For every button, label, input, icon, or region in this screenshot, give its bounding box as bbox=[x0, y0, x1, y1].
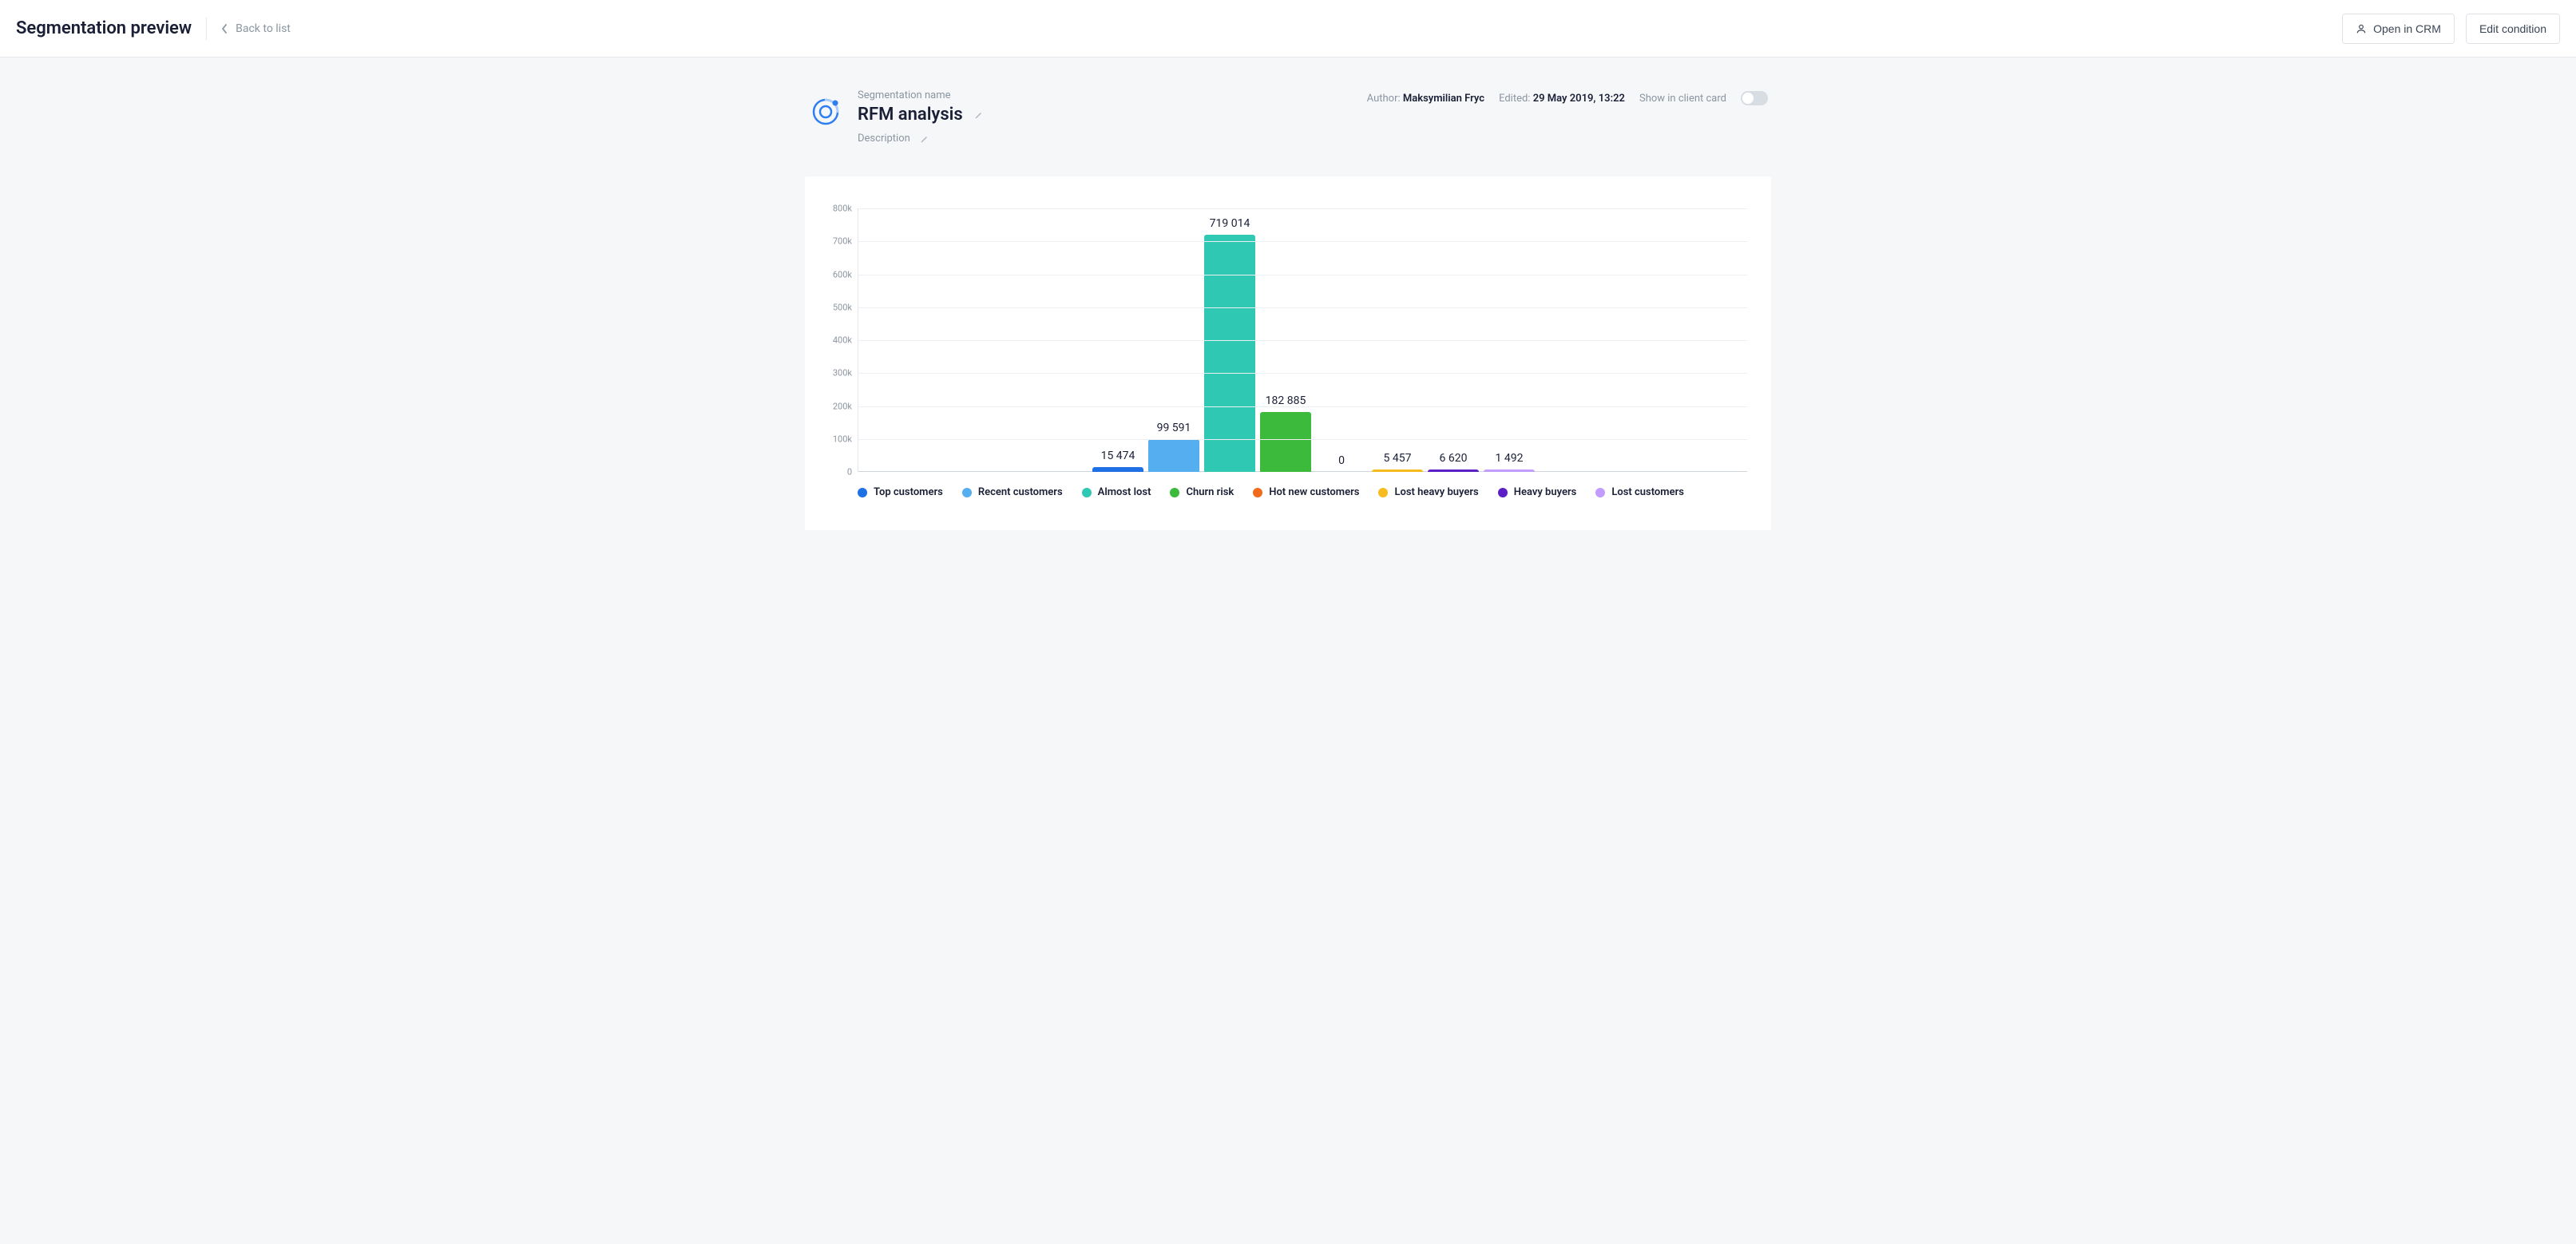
edit-name-icon[interactable] bbox=[974, 110, 984, 120]
author-kv: Author: Maksymilian Fryc bbox=[1367, 93, 1484, 105]
bar-value-label: 5 457 bbox=[1384, 452, 1412, 465]
y-tick-label: 800k bbox=[833, 204, 858, 214]
back-to-list-link[interactable]: Back to list bbox=[221, 22, 291, 35]
legend-label: Top customers bbox=[874, 486, 943, 498]
bar-value-label: 182 885 bbox=[1266, 394, 1306, 407]
chart-gridline bbox=[858, 208, 1747, 209]
chevron-left-icon bbox=[221, 24, 228, 34]
y-tick-label: 400k bbox=[833, 335, 858, 346]
author-value: Maksymilian Fryc bbox=[1403, 93, 1484, 105]
bar-col: 1 492 bbox=[1481, 452, 1537, 472]
chart-plot: 15 474 99 591 719 014 182 885 0 5 457 6 620 1 4… bbox=[858, 208, 1747, 472]
back-to-list-label: Back to list bbox=[236, 22, 291, 35]
edit-condition-label: Edit condition bbox=[2479, 22, 2546, 35]
bar[interactable] bbox=[1428, 469, 1479, 472]
legend-dot-icon bbox=[858, 488, 867, 497]
bar[interactable] bbox=[1092, 467, 1143, 472]
legend-dot-icon bbox=[1378, 488, 1388, 497]
edited-kv: Edited: 29 May 2019, 13:22 bbox=[1499, 93, 1625, 105]
segmentation-name-label: Segmentation name bbox=[858, 89, 984, 101]
legend-dot-icon bbox=[962, 488, 972, 497]
chart-gridline bbox=[858, 439, 1747, 440]
bar-value-label: 99 591 bbox=[1157, 422, 1191, 434]
topbar: Segmentation preview Back to list Open i… bbox=[0, 0, 2576, 57]
bar-value-label: 6 620 bbox=[1440, 452, 1468, 465]
bar[interactable] bbox=[1260, 412, 1311, 472]
legend-dot-icon bbox=[1082, 488, 1092, 497]
open-in-crm-label: Open in CRM bbox=[2373, 22, 2441, 35]
y-tick-label: 0 bbox=[847, 467, 858, 477]
legend-item[interactable]: Hot new customers bbox=[1253, 486, 1359, 498]
bar[interactable] bbox=[1372, 469, 1423, 472]
legend-item[interactable]: Recent customers bbox=[962, 486, 1063, 498]
bar-col: 0 bbox=[1314, 454, 1369, 472]
legend-label: Lost heavy buyers bbox=[1394, 486, 1478, 498]
chart-gridline bbox=[858, 340, 1747, 341]
y-tick-label: 600k bbox=[833, 269, 858, 279]
legend-item[interactable]: Heavy buyers bbox=[1498, 486, 1577, 498]
edit-condition-button[interactable]: Edit condition bbox=[2466, 14, 2560, 44]
legend-dot-icon bbox=[1498, 488, 1508, 497]
chart-legend: Top customers Recent customers Almost lost… bbox=[858, 486, 1747, 498]
bar-value-label: 1 492 bbox=[1496, 452, 1524, 465]
chart-gridline bbox=[858, 241, 1747, 242]
bar-value-label: 719 014 bbox=[1210, 217, 1250, 230]
bar-col: 6 620 bbox=[1425, 452, 1481, 472]
legend-dot-icon bbox=[1170, 488, 1179, 497]
legend-item[interactable]: Almost lost bbox=[1082, 486, 1151, 498]
legend-dot-icon bbox=[1253, 488, 1262, 497]
topbar-right: Open in CRM Edit condition bbox=[2342, 14, 2560, 44]
y-tick-label: 200k bbox=[833, 401, 858, 411]
legend-item[interactable]: Churn risk bbox=[1170, 486, 1234, 498]
toggle-knob bbox=[1742, 93, 1754, 104]
y-tick-label: 500k bbox=[833, 302, 858, 312]
chart-gridline bbox=[858, 373, 1747, 374]
show-in-card-toggle[interactable] bbox=[1741, 91, 1768, 105]
chart-card: 15 474 99 591 719 014 182 885 0 5 457 6 620 1 4… bbox=[805, 176, 1771, 530]
page-title: Segmentation preview bbox=[16, 18, 192, 38]
segmentation-name: RFM analysis bbox=[858, 105, 963, 125]
bar[interactable] bbox=[1484, 469, 1535, 472]
segmentation-meta: Segmentation name RFM analysis Descripti… bbox=[858, 89, 984, 145]
bar-value-label: 15 474 bbox=[1101, 450, 1135, 462]
legend-label: Lost customers bbox=[1611, 486, 1684, 498]
legend-item[interactable]: Top customers bbox=[858, 486, 943, 498]
author-label: Author: bbox=[1367, 93, 1401, 105]
bar[interactable] bbox=[1148, 439, 1199, 472]
bar-col: 719 014 bbox=[1202, 217, 1258, 472]
chart-gridline bbox=[858, 307, 1747, 308]
divider bbox=[206, 18, 207, 40]
legend-dot-icon bbox=[1595, 488, 1605, 497]
chart-gridline bbox=[858, 406, 1747, 407]
legend-label: Churn risk bbox=[1186, 486, 1234, 498]
segmentation-description-label: Description bbox=[858, 133, 910, 145]
bar-col: 15 474 bbox=[1090, 450, 1146, 472]
bar-value-label: 0 bbox=[1338, 454, 1345, 467]
y-tick-label: 700k bbox=[833, 236, 858, 247]
segmentation-target-icon bbox=[810, 96, 842, 128]
bar[interactable] bbox=[1204, 235, 1255, 472]
legend-label: Recent customers bbox=[978, 486, 1063, 498]
legend-item[interactable]: Lost customers bbox=[1595, 486, 1684, 498]
content: Segmentation name RFM analysis Descripti… bbox=[805, 57, 1771, 562]
open-in-crm-button[interactable]: Open in CRM bbox=[2342, 14, 2455, 44]
segmentation-header: Segmentation name RFM analysis Descripti… bbox=[805, 89, 1771, 145]
y-tick-label: 100k bbox=[833, 434, 858, 444]
bar-col: 5 457 bbox=[1369, 452, 1425, 472]
chart-wrap: 15 474 99 591 719 014 182 885 0 5 457 6 620 1 4… bbox=[829, 208, 1747, 498]
legend-item[interactable]: Lost heavy buyers bbox=[1378, 486, 1478, 498]
legend-label: Heavy buyers bbox=[1514, 486, 1577, 498]
y-tick-label: 300k bbox=[833, 368, 858, 378]
edit-description-icon[interactable] bbox=[920, 134, 929, 144]
bar-col: 99 591 bbox=[1146, 422, 1202, 472]
topbar-left: Segmentation preview Back to list bbox=[16, 18, 291, 40]
user-icon bbox=[2356, 23, 2367, 34]
legend-label: Hot new customers bbox=[1269, 486, 1359, 498]
segmentation-icon bbox=[808, 94, 843, 129]
edited-label: Edited: bbox=[1499, 93, 1530, 105]
legend-label: Almost lost bbox=[1098, 486, 1151, 498]
segmentation-header-right: Author: Maksymilian Fryc Edited: 29 May … bbox=[1367, 89, 1768, 105]
edited-value: 29 May 2019, 13:22 bbox=[1533, 93, 1625, 105]
show-in-card-label: Show in client card bbox=[1639, 93, 1726, 105]
